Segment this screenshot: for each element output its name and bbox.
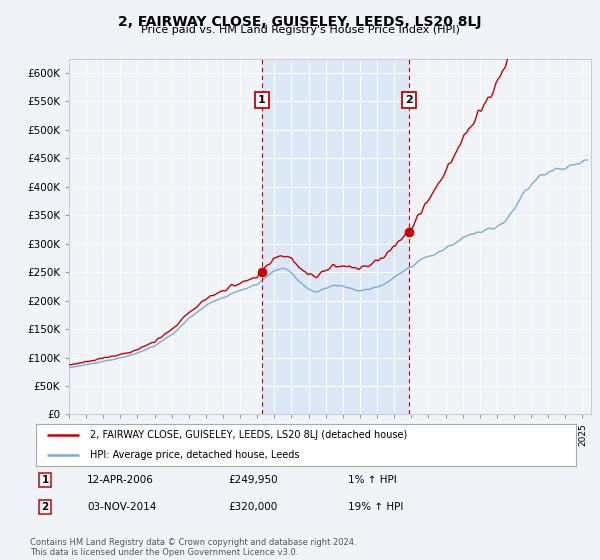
Text: 03-NOV-2014: 03-NOV-2014: [87, 502, 157, 512]
Text: £249,950: £249,950: [228, 475, 278, 485]
Text: Contains HM Land Registry data © Crown copyright and database right 2024.
This d: Contains HM Land Registry data © Crown c…: [30, 538, 356, 557]
Text: 2, FAIRWAY CLOSE, GUISELEY, LEEDS, LS20 8LJ: 2, FAIRWAY CLOSE, GUISELEY, LEEDS, LS20 …: [118, 15, 482, 29]
Text: 12-APR-2006: 12-APR-2006: [87, 475, 154, 485]
Text: 1: 1: [258, 95, 266, 105]
Text: 2: 2: [404, 95, 412, 105]
Text: HPI: Average price, detached house, Leeds: HPI: Average price, detached house, Leed…: [90, 450, 299, 460]
Text: 19% ↑ HPI: 19% ↑ HPI: [348, 502, 403, 512]
Text: 1% ↑ HPI: 1% ↑ HPI: [348, 475, 397, 485]
Text: £320,000: £320,000: [228, 502, 277, 512]
Text: 2, FAIRWAY CLOSE, GUISELEY, LEEDS, LS20 8LJ (detached house): 2, FAIRWAY CLOSE, GUISELEY, LEEDS, LS20 …: [90, 430, 407, 440]
Text: 1: 1: [41, 475, 49, 485]
Text: 2: 2: [41, 502, 49, 512]
Bar: [262, 59, 409, 414]
Text: Price paid vs. HM Land Registry's House Price Index (HPI): Price paid vs. HM Land Registry's House …: [140, 25, 460, 35]
